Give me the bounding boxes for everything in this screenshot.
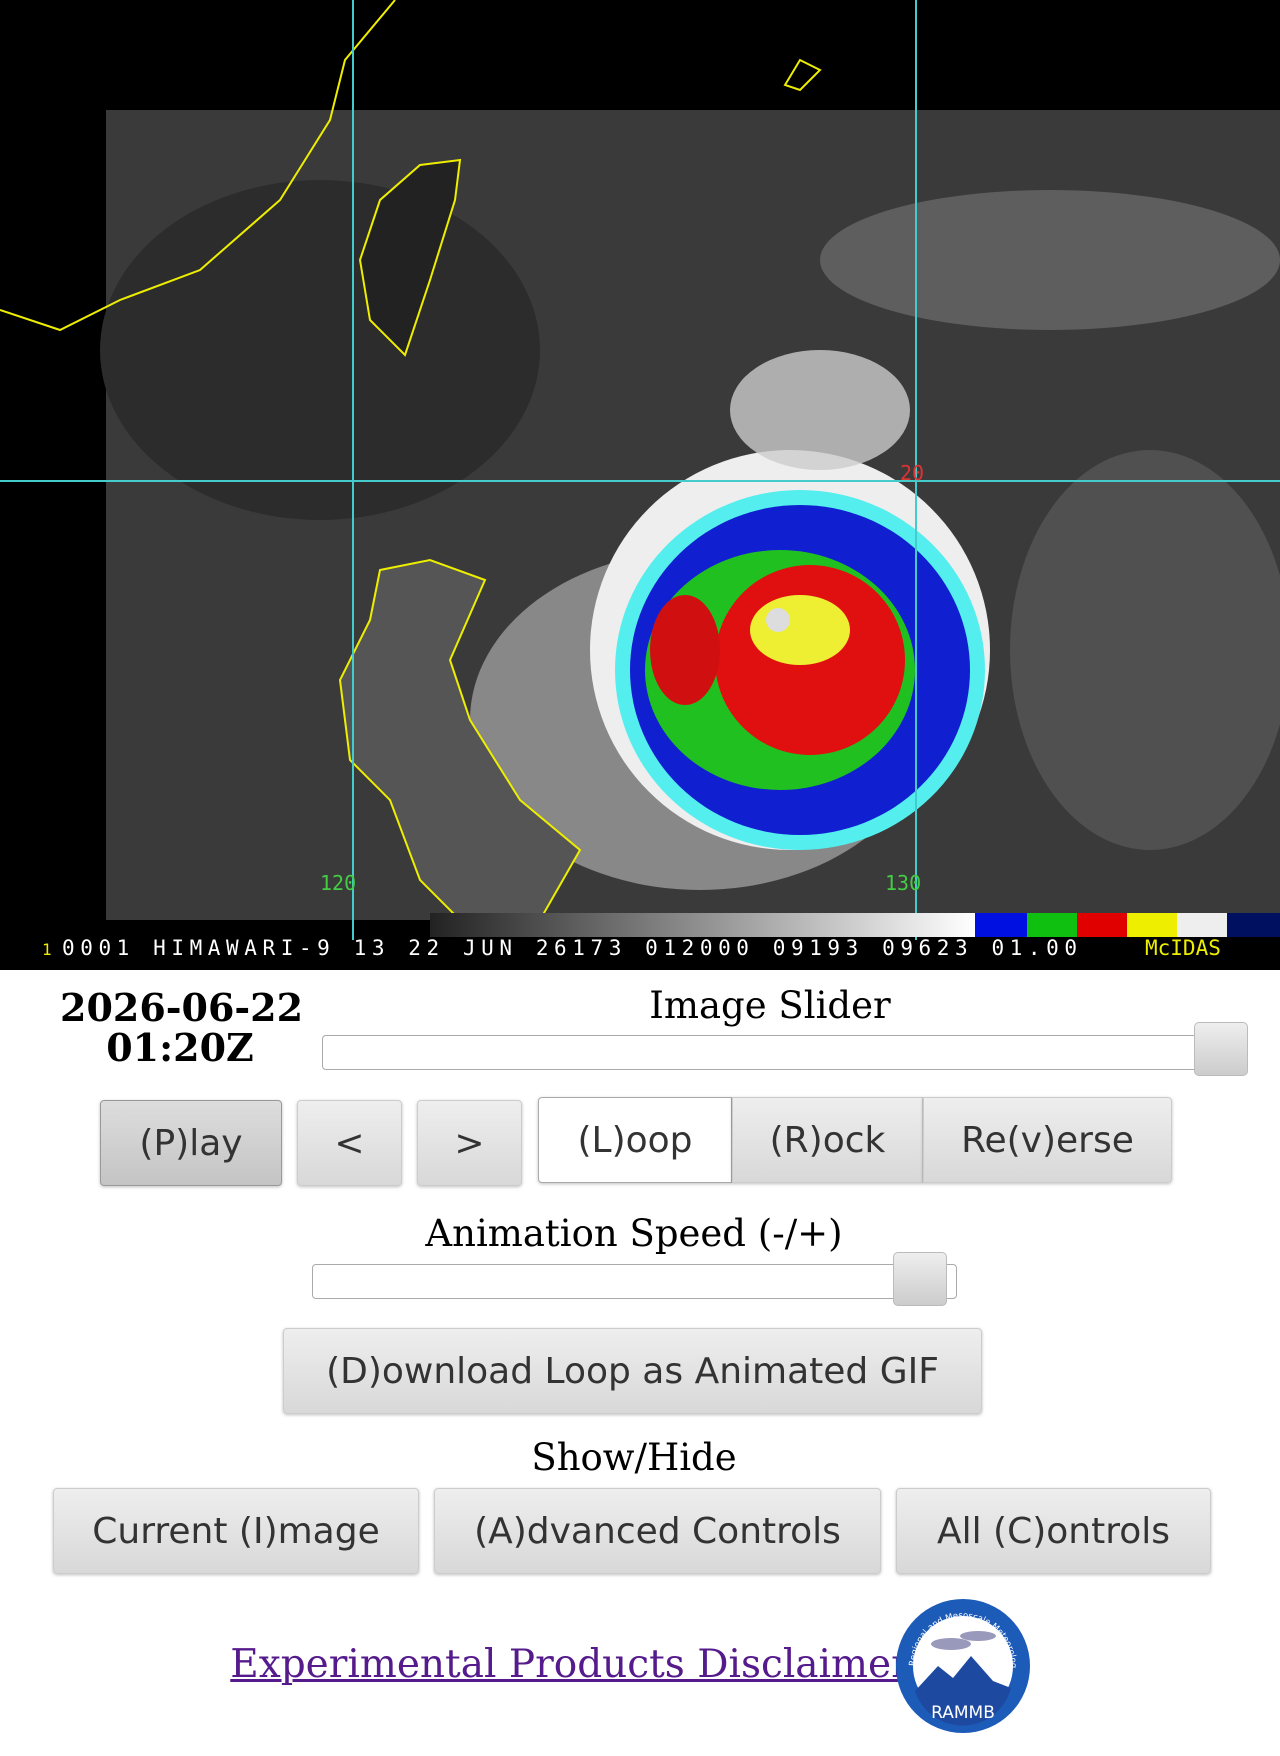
- date: 2026-06-22: [60, 985, 304, 1030]
- download-button[interactable]: (D)ownload Loop as Animated GIF: [283, 1328, 982, 1414]
- lon-label: 130: [885, 871, 921, 895]
- caption-index: 1: [42, 940, 52, 959]
- show-hide-label: Show/Hide: [531, 1436, 737, 1479]
- prev-button[interactable]: <: [297, 1100, 402, 1186]
- slider-label: Image Slider: [649, 984, 891, 1027]
- play-button[interactable]: (P)lay: [100, 1100, 282, 1186]
- time: 01:20Z: [106, 1025, 254, 1070]
- speed-thumb[interactable]: [893, 1252, 947, 1306]
- disclaimer-link[interactable]: Experimental Products Disclaimer: [230, 1642, 910, 1687]
- speed-label: Animation Speed (-/+): [425, 1212, 843, 1255]
- next-button[interactable]: >: [417, 1100, 522, 1186]
- date-time: 2026-06-22 01:20Z: [60, 985, 304, 1070]
- slider-thumb[interactable]: [1194, 1022, 1248, 1076]
- all-controls-button[interactable]: All (C)ontrols: [896, 1488, 1211, 1574]
- loop-button[interactable]: (L)oop: [538, 1097, 732, 1183]
- reverse-button[interactable]: Re(v)erse: [923, 1097, 1172, 1183]
- lat-label: 20: [900, 461, 924, 485]
- logo-text: RAMMB: [931, 1703, 995, 1723]
- rammb-logo[interactable]: Regional and Mesoscale Meteorology Branc…: [893, 1596, 1033, 1736]
- rock-button[interactable]: (R)ock: [732, 1097, 923, 1183]
- advanced-controls-button[interactable]: (A)dvanced Controls: [434, 1488, 881, 1574]
- satellite-image: 20 120 130 1 0001 HIMAWARI-9 13 22 JUN 2…: [0, 0, 1280, 970]
- current-image-button[interactable]: Current (I)mage: [53, 1488, 419, 1574]
- lon-label: 120: [320, 871, 356, 895]
- image-slider[interactable]: [322, 1035, 1248, 1070]
- speed-slider[interactable]: [312, 1264, 957, 1299]
- brand: McIDAS: [1145, 936, 1221, 960]
